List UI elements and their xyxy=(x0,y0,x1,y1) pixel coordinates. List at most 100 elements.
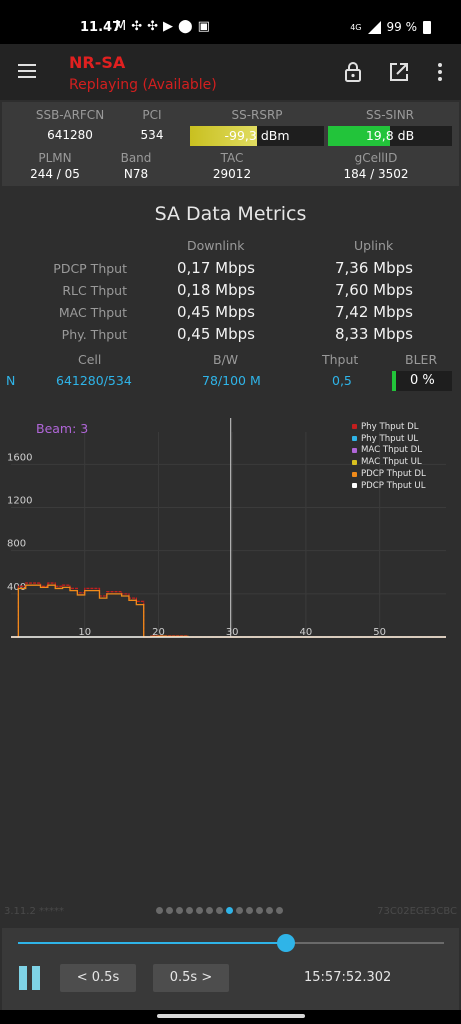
bw-header: B/W xyxy=(213,352,239,367)
page-dot[interactable] xyxy=(266,907,273,914)
y-tick-label: 1600 xyxy=(7,452,32,463)
status-time: 11.47 xyxy=(80,20,122,35)
legend-swatch xyxy=(352,459,357,465)
page-dot[interactable] xyxy=(196,907,203,914)
legend-swatch xyxy=(352,471,357,477)
rlc-dl: 0,18 Mbps xyxy=(177,281,255,299)
page-indicator[interactable] xyxy=(156,907,283,914)
y-tick-label: 800 xyxy=(7,539,26,550)
ss-rsrp-bar: -99,3 dBm xyxy=(190,126,324,146)
slider-thumb[interactable] xyxy=(277,934,296,952)
signal-icon xyxy=(367,20,381,34)
menu-icon[interactable] xyxy=(18,64,36,78)
bw-value: 78/100 M xyxy=(202,373,261,388)
bler-header: BLER xyxy=(405,352,438,367)
ss-sinr: SS-SINR xyxy=(328,108,452,122)
app-subtitle: Replaying (Available) xyxy=(69,77,217,93)
ss-sinr-fill xyxy=(328,126,390,146)
ss-rsrp-fill xyxy=(190,126,257,146)
cell-header: Cell xyxy=(78,352,102,367)
ss-sinr-label: SS-SINR xyxy=(365,108,415,122)
gcellid: gCellID 184 / 3502 xyxy=(328,151,424,181)
tac-value: 29012 xyxy=(212,167,252,181)
page-dot[interactable] xyxy=(166,907,173,914)
ssb-arfcn-value: 641280 xyxy=(47,128,93,142)
legend-swatch xyxy=(352,424,357,430)
legend-item: Phy Thput DL xyxy=(352,421,426,433)
sa-section-title: SA Data Metrics xyxy=(154,203,307,225)
chart-legend: Phy Thput DL Phy Thput UL MAC Thput DL M… xyxy=(352,421,426,492)
pdcp-dl: 0,17 Mbps xyxy=(177,259,255,277)
tac-label: TAC xyxy=(220,151,244,165)
legend-swatch xyxy=(352,447,357,453)
y-tick-label: 400 xyxy=(7,582,26,593)
pdcp-ul: 7,36 Mbps xyxy=(335,259,413,277)
plmn-label: PLMN xyxy=(38,151,72,165)
fan-icon: ✣ xyxy=(131,19,143,34)
cell-metrics-panel: SSB-ARFCN 641280 PCI 534 SS-RSRP -99,3 d… xyxy=(2,102,459,186)
device-id-label: 73C02EGE3CBC xyxy=(377,906,457,917)
legend-label: PDCP Thput DL xyxy=(361,469,426,480)
legend-label: MAC Thput DL xyxy=(361,445,422,456)
page-dot[interactable] xyxy=(216,907,223,914)
ss-sinr-value: 19,8 dB xyxy=(365,128,415,143)
page-dot[interactable] xyxy=(206,907,213,914)
mac-dl: 0,45 Mbps xyxy=(177,303,255,321)
pci-label: PCI xyxy=(142,108,162,122)
more-vert-icon[interactable] xyxy=(429,61,451,83)
page-dot[interactable] xyxy=(156,907,163,914)
pci: PCI 534 xyxy=(122,108,182,142)
mac-ul: 7,42 Mbps xyxy=(335,303,413,321)
x-tick-label: 30 xyxy=(226,627,239,638)
replay-slider[interactable] xyxy=(18,934,444,952)
home-gesture-bar[interactable] xyxy=(157,1014,305,1018)
page-dot[interactable] xyxy=(246,907,253,914)
legend-item: PDCP Thput UL xyxy=(352,480,426,492)
page-dot[interactable] xyxy=(226,907,233,914)
legend-swatch xyxy=(352,483,357,489)
pause-button[interactable] xyxy=(19,966,41,990)
rlc-label: RLC Thput xyxy=(62,283,127,298)
app-title: NR-SA xyxy=(69,53,126,72)
thput-value: 0,5 xyxy=(332,373,352,388)
mac-label: MAC Thput xyxy=(58,305,127,320)
pci-value: 534 xyxy=(140,128,164,142)
downlink-header: Downlink xyxy=(187,238,245,253)
page-dot[interactable] xyxy=(186,907,193,914)
step-forward-button[interactable]: 0.5s > xyxy=(153,964,229,992)
rlc-ul: 7,60 Mbps xyxy=(335,281,413,299)
gmail-icon: M xyxy=(115,19,127,34)
ss-rsrp-value: -99,3 xyxy=(224,128,257,143)
page-dot[interactable] xyxy=(236,907,243,914)
phy-label: Phy. Thput xyxy=(61,327,127,342)
battery-text: 99 % xyxy=(386,20,418,34)
cell-prefix: N xyxy=(6,373,16,388)
x-tick-label: 50 xyxy=(373,627,386,638)
bler-value: 0 % xyxy=(410,373,435,388)
lock-icon[interactable] xyxy=(342,61,364,83)
image-icon: ▣ xyxy=(197,19,210,34)
legend-swatch xyxy=(352,436,357,442)
x-tick-label: 40 xyxy=(300,627,313,638)
replay-player: < 0.5s 0.5s > 15:57:52.302 xyxy=(2,928,459,1010)
tac: TAC 29012 xyxy=(190,151,274,181)
battery-icon xyxy=(423,20,431,34)
step-back-button[interactable]: < 0.5s xyxy=(60,964,136,992)
page-dot[interactable] xyxy=(176,907,183,914)
plmn: PLMN 244 / 05 xyxy=(20,151,90,181)
page-dot[interactable] xyxy=(256,907,263,914)
notification-icons: M ✣ ✣ ▶ ⬤ ▣ xyxy=(115,19,210,34)
legend-label: Phy Thput DL xyxy=(361,421,419,432)
ss-sinr-bar: 19,8 dB xyxy=(328,126,452,146)
legend-label: MAC Thput UL xyxy=(361,457,422,468)
throughput-chart: 400 800 1200 1600 10 20 30 40 50 xyxy=(7,418,446,638)
page-dot[interactable] xyxy=(276,907,283,914)
pdcp-label: PDCP Thput xyxy=(53,261,127,276)
status-bar: 11.47 M ✣ ✣ ▶ ⬤ ▣ 4G 99 % xyxy=(0,0,461,44)
uplink-header: Uplink xyxy=(354,238,394,253)
open-external-icon[interactable] xyxy=(388,61,410,83)
nav-bar xyxy=(0,1010,461,1024)
legend-item: MAC Thput UL xyxy=(352,456,426,468)
gcellid-label: gCellID xyxy=(354,151,398,165)
network-type: 4G xyxy=(350,22,362,32)
